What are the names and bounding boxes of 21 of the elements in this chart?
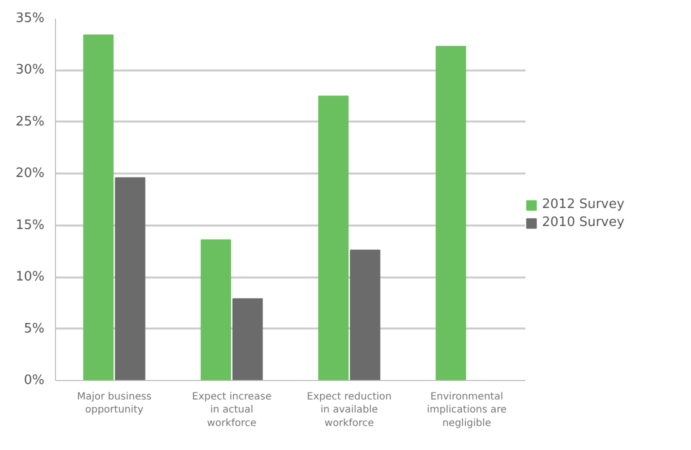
y-tick-label: 25% (16, 114, 45, 130)
y-tick-label: 20% (16, 166, 45, 182)
bar (318, 96, 349, 380)
y-tick-label: 35% (16, 11, 45, 26)
x-tick-label: Expect reduction in available workforce (306, 392, 392, 429)
x-tick-label: Expect increase in actual workforce (192, 392, 272, 429)
bar (114, 177, 146, 380)
bar (436, 46, 466, 380)
y-tick-label: 5% (24, 321, 44, 336)
y-tick-label: 15% (16, 218, 45, 233)
y-tick-label: 10% (16, 270, 45, 285)
y-tick-label: 0% (24, 373, 44, 388)
legend-label: 2012 Survey (542, 197, 624, 212)
bar (83, 34, 114, 380)
legend-label: 2010 Survey (542, 215, 624, 230)
bar (200, 239, 232, 380)
y-tick-label: 30% (16, 62, 45, 78)
bar (232, 298, 263, 380)
x-tick-label: Environmental implications are negligible (426, 392, 507, 429)
bar (350, 250, 380, 380)
x-tick-label: Major business opportunity (76, 392, 152, 416)
